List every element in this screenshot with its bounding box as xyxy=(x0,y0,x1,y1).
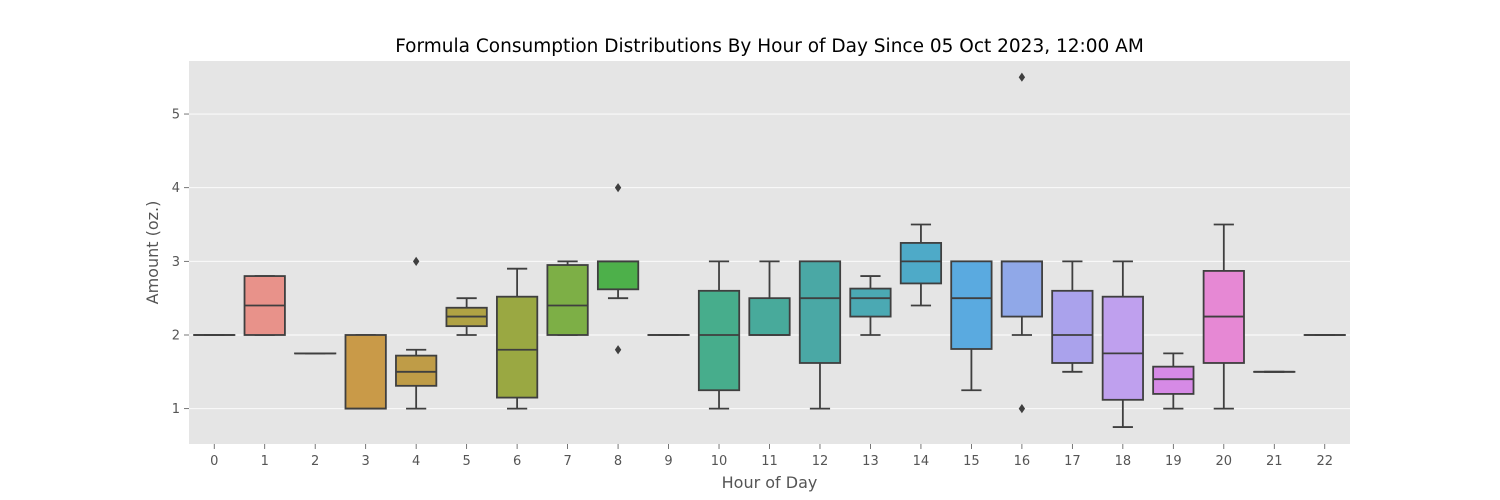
y-tick-label: 4 xyxy=(172,181,180,196)
box-iqr xyxy=(798,260,842,364)
box-iqr xyxy=(344,334,387,410)
box-hour-3 xyxy=(344,334,387,410)
box-iqr xyxy=(950,260,993,350)
outlier-point xyxy=(412,256,420,266)
box-iqr xyxy=(1051,289,1094,364)
x-axis-ticks: 0 1 2 3 4 5 6 7 8 9 10 11 12 13 14 15 16 17 18 19 20 21 22 xyxy=(210,444,1333,469)
x-tick-label: 14 xyxy=(913,454,930,469)
x-tick-label: 7 xyxy=(563,454,571,469)
outlier-point xyxy=(1018,72,1026,82)
y-axis-ticks: 1 2 3 4 5 xyxy=(172,108,189,417)
x-tick-label: 5 xyxy=(462,454,470,469)
x-axis-label: Hour of Day xyxy=(722,473,818,492)
x-tick-label: 13 xyxy=(862,454,879,469)
box-hour-18 xyxy=(1101,260,1144,428)
box-hour-19 xyxy=(1152,352,1195,410)
box-iqr xyxy=(395,354,438,387)
x-tick-label: 17 xyxy=(1064,454,1081,469)
box-iqr xyxy=(748,297,791,336)
box-hour-11 xyxy=(748,260,791,336)
x-tick-label: 11 xyxy=(761,454,778,469)
box-iqr xyxy=(1101,295,1144,401)
box-hour-10 xyxy=(697,260,741,410)
x-tick-label: 0 xyxy=(210,454,218,469)
boxes xyxy=(193,72,1346,428)
box-hour-1 xyxy=(243,275,286,336)
x-tick-label: 21 xyxy=(1266,454,1283,469)
x-tick-label: 20 xyxy=(1216,454,1233,469)
box-iqr xyxy=(596,260,640,291)
x-tick-label: 16 xyxy=(1014,454,1031,469)
box-iqr xyxy=(1000,260,1043,318)
x-tick-label: 22 xyxy=(1316,454,1333,469)
x-tick-label: 15 xyxy=(963,454,980,469)
y-tick-label: 5 xyxy=(172,108,180,123)
y-tick-label: 1 xyxy=(172,402,180,417)
y-axis-label: Amount (oz.) xyxy=(143,201,162,305)
box-hour-7 xyxy=(546,260,589,336)
box-hour-20 xyxy=(1202,223,1245,410)
box-hour-5 xyxy=(445,297,488,336)
box-iqr xyxy=(849,287,892,318)
box-hour-13 xyxy=(849,275,892,336)
y-tick-label: 3 xyxy=(172,255,180,270)
box-hour-6 xyxy=(496,267,539,410)
box-hour-17 xyxy=(1051,260,1094,373)
x-tick-label: 9 xyxy=(664,454,672,469)
x-tick-label: 10 xyxy=(711,454,728,469)
box-hour-4 xyxy=(395,256,438,410)
x-tick-label: 12 xyxy=(812,454,829,469)
x-tick-label: 3 xyxy=(362,454,370,469)
x-tick-label: 19 xyxy=(1165,454,1182,469)
x-tick-label: 8 xyxy=(614,454,622,469)
x-tick-label: 6 xyxy=(513,454,521,469)
box-hour-8 xyxy=(596,183,640,355)
x-tick-label: 18 xyxy=(1115,454,1132,469)
chart-title: Formula Consumption Distributions By Hou… xyxy=(395,36,1144,57)
outlier-point xyxy=(614,345,622,355)
box-hour-12 xyxy=(798,260,842,410)
box-iqr xyxy=(899,242,943,285)
outlier-point xyxy=(614,183,622,193)
outlier-point xyxy=(1018,404,1026,414)
x-tick-label: 1 xyxy=(261,454,269,469)
box-hour-15 xyxy=(950,260,993,392)
x-tick-label: 2 xyxy=(311,454,319,469)
box-iqr xyxy=(546,264,589,336)
box-iqr xyxy=(496,295,539,399)
box-iqr xyxy=(697,289,741,392)
box-iqr xyxy=(1152,365,1195,395)
x-tick-label: 4 xyxy=(412,454,420,469)
y-tick-label: 2 xyxy=(172,328,180,343)
box-hour-16 xyxy=(1000,72,1043,414)
box-hour-14 xyxy=(899,223,943,307)
